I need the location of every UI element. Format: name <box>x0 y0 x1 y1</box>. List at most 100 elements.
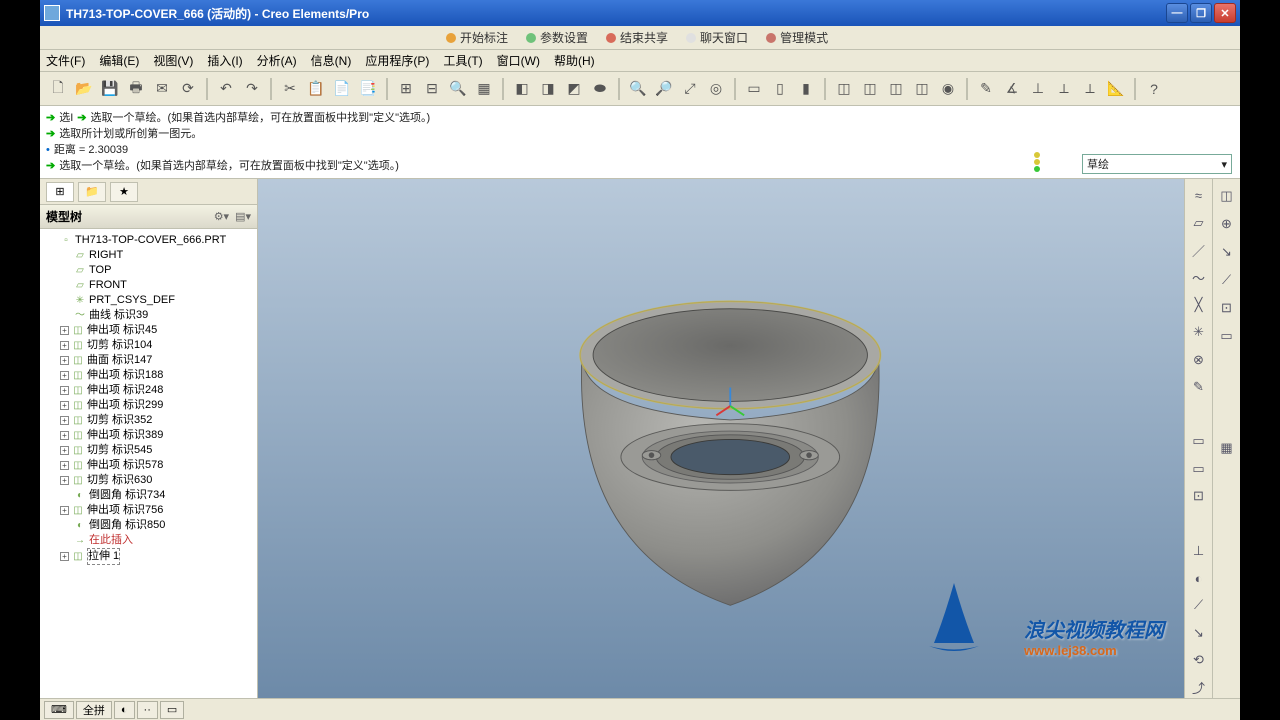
minimize-button[interactable]: — <box>1166 3 1188 23</box>
tree-item[interactable]: ▱FRONT <box>42 278 255 293</box>
toolbar-button[interactable]: ⟂ <box>1052 77 1076 101</box>
tool-button[interactable] <box>1216 577 1238 599</box>
toolbar-button[interactable]: 📐 <box>1104 77 1128 101</box>
tool-button[interactable] <box>1216 381 1238 403</box>
tree-item[interactable]: +◫拉伸 1 <box>42 548 255 565</box>
tree-item[interactable]: +◫伸出项 标识299 <box>42 398 255 413</box>
toolbar-button[interactable]: 🔍 <box>446 77 470 101</box>
ribbon-tab[interactable]: 结束共享 <box>600 27 674 48</box>
toolbar-button[interactable]: ◎ <box>704 77 728 101</box>
tool-button[interactable]: ⟲ <box>1188 649 1210 670</box>
tool-button[interactable]: ～ <box>1188 267 1210 288</box>
tool-button[interactable] <box>1216 633 1238 655</box>
tool-button[interactable] <box>1216 661 1238 683</box>
toolbar-button[interactable]: ✎ <box>974 77 998 101</box>
toolbar-button[interactable]: ∡ <box>1000 77 1024 101</box>
toolbar-button[interactable]: ▮ <box>794 77 818 101</box>
tree-item[interactable]: ～曲线 标识39 <box>42 308 255 323</box>
tool-button[interactable] <box>1188 513 1210 534</box>
ribbon-tab[interactable]: 开始标注 <box>440 27 514 48</box>
tool-button[interactable]: ▭ <box>1188 458 1210 479</box>
toolbar-button[interactable]: 🗋 <box>46 77 70 101</box>
toolbar-button[interactable]: ◨ <box>536 77 560 101</box>
toolbar-button[interactable]: ⊞ <box>394 77 418 101</box>
ribbon-tab[interactable]: 管理模式 <box>760 27 834 48</box>
toolbar-button[interactable]: 📄 <box>330 77 354 101</box>
toolbar-button[interactable]: ⬬ <box>588 77 612 101</box>
toolbar-button[interactable]: 🔎 <box>652 77 676 101</box>
toolbar-button[interactable]: ◫ <box>832 77 856 101</box>
toolbar-button[interactable]: ◩ <box>562 77 586 101</box>
tool-button[interactable]: ✎ <box>1188 376 1210 397</box>
toolbar-button[interactable]: ⊟ <box>420 77 444 101</box>
toolbar-button[interactable]: ◫ <box>858 77 882 101</box>
tool-button[interactable]: ✳ <box>1188 322 1210 343</box>
tool-button[interactable]: ▱ <box>1188 212 1210 233</box>
menu-item[interactable]: 应用程序(P) <box>365 52 429 69</box>
toolbar-button[interactable]: ◧ <box>510 77 534 101</box>
tree-item[interactable]: +◫切剪 标识104 <box>42 338 255 353</box>
tool-button[interactable] <box>1216 605 1238 627</box>
tool-button[interactable]: ⊡ <box>1188 485 1210 506</box>
tool-button[interactable] <box>1216 409 1238 431</box>
toolbar-button[interactable]: ↶ <box>214 77 238 101</box>
toolbar-button[interactable]: ▭ <box>742 77 766 101</box>
tree-show-icon[interactable]: ▤▾ <box>235 210 251 223</box>
menu-item[interactable]: 信息(N) <box>311 52 352 69</box>
tree-item[interactable]: +◫伸出项 标识248 <box>42 383 255 398</box>
tree-item[interactable]: +◫曲面 标识147 <box>42 353 255 368</box>
model-tree[interactable]: ▫TH713-TOP-COVER_666.PRT▱RIGHT▱TOP▱FRONT… <box>40 229 257 698</box>
maximize-button[interactable]: ❐ <box>1190 3 1212 23</box>
tree-item[interactable]: +◫伸出项 标识756 <box>42 503 255 518</box>
tool-button[interactable]: ▭ <box>1188 431 1210 452</box>
tool-button[interactable]: ⊗ <box>1188 349 1210 370</box>
menu-item[interactable]: 插入(I) <box>207 52 242 69</box>
toolbar-button[interactable]: ◉ <box>936 77 960 101</box>
tree-item[interactable]: ✳PRT_CSYS_DEF <box>42 293 255 308</box>
menu-item[interactable]: 视图(V) <box>153 52 193 69</box>
tree-item[interactable]: +◫伸出项 标识389 <box>42 428 255 443</box>
tool-button[interactable] <box>1216 465 1238 487</box>
tool-button[interactable]: ⊕ <box>1216 213 1238 235</box>
tool-button[interactable]: ◫ <box>1216 185 1238 207</box>
toolbar-button[interactable]: ▦ <box>472 77 496 101</box>
menu-item[interactable]: 窗口(W) <box>497 52 540 69</box>
tool-button[interactable]: ▭ <box>1216 325 1238 347</box>
tool-button[interactable]: ↘ <box>1188 622 1210 643</box>
tool-button[interactable]: ↘ <box>1216 241 1238 263</box>
tree-item[interactable]: +◫伸出项 标识45 <box>42 323 255 338</box>
tool-button[interactable]: ≈ <box>1188 185 1210 206</box>
menu-item[interactable]: 文件(F) <box>46 52 85 69</box>
tool-button[interactable]: ⊥ <box>1188 540 1210 561</box>
menu-item[interactable]: 分析(A) <box>257 52 297 69</box>
tool-button[interactable] <box>1216 521 1238 543</box>
tree-item[interactable]: +◫伸出项 标识578 <box>42 458 255 473</box>
status-button[interactable]: ·· <box>137 701 158 719</box>
tree-item[interactable]: +◫切剪 标识630 <box>42 473 255 488</box>
toolbar-button[interactable]: 📑 <box>356 77 380 101</box>
tool-button[interactable]: ╳ <box>1188 294 1210 315</box>
tree-item[interactable]: +◫切剪 标识545 <box>42 443 255 458</box>
toolbar-button[interactable]: 🖶 <box>124 77 148 101</box>
toolbar-button[interactable]: ⤢ <box>678 77 702 101</box>
tree-item[interactable]: ▱RIGHT <box>42 248 255 263</box>
toolbar-button[interactable]: ◫ <box>884 77 908 101</box>
tree-item[interactable]: +◫切剪 标识352 <box>42 413 255 428</box>
toolbar-button[interactable]: ▯ <box>768 77 792 101</box>
panel-tab-folder[interactable]: 📁 <box>78 182 106 202</box>
tool-button[interactable] <box>1216 353 1238 375</box>
selection-filter[interactable]: 草绘▾ <box>1082 154 1232 174</box>
tree-settings-icon[interactable]: ⚙▾ <box>214 210 229 223</box>
toolbar-button[interactable]: ◫ <box>910 77 934 101</box>
toolbar-button[interactable]: ? <box>1142 77 1166 101</box>
menu-item[interactable]: 帮助(H) <box>554 52 595 69</box>
toolbar-button[interactable]: ⟳ <box>176 77 200 101</box>
tool-button[interactable]: ⤴ <box>1188 677 1210 698</box>
toolbar-button[interactable]: ✉ <box>150 77 174 101</box>
close-button[interactable]: ✕ <box>1214 3 1236 23</box>
tool-button[interactable]: ／ <box>1188 240 1210 261</box>
tool-button[interactable] <box>1216 549 1238 571</box>
tool-button[interactable]: ◐ <box>1188 567 1210 588</box>
panel-tab-tree[interactable]: ⊞ <box>46 182 74 202</box>
tree-item[interactable]: +◫伸出项 标识188 <box>42 368 255 383</box>
